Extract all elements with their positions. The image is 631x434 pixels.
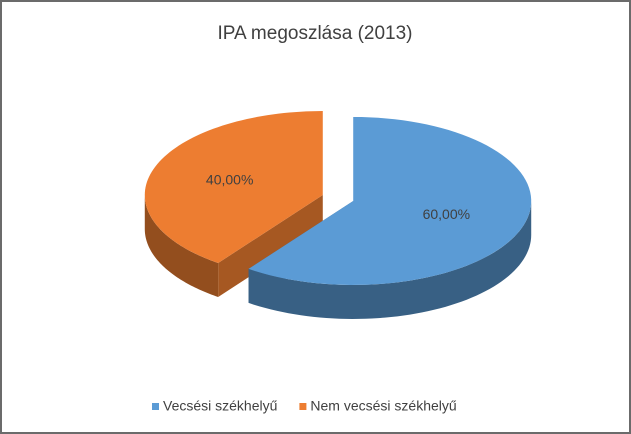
slice-side (144, 195, 219, 297)
slice-top (144, 111, 323, 263)
slice (248, 116, 532, 319)
slice (144, 111, 323, 297)
data-label: 60,00% (423, 206, 470, 222)
data-label: 40,00% (206, 171, 253, 187)
slice-top (248, 116, 532, 285)
slice-cut-face (218, 195, 323, 297)
legend-label: Vecsési székhelyű (163, 398, 278, 414)
slice-side (248, 200, 532, 319)
legend-label: Nem vecsési székhelyű (310, 398, 456, 414)
legend-swatch (299, 403, 307, 410)
chart-title: IPA megoszlása (2013) (217, 23, 412, 44)
legend-swatch (152, 403, 159, 410)
